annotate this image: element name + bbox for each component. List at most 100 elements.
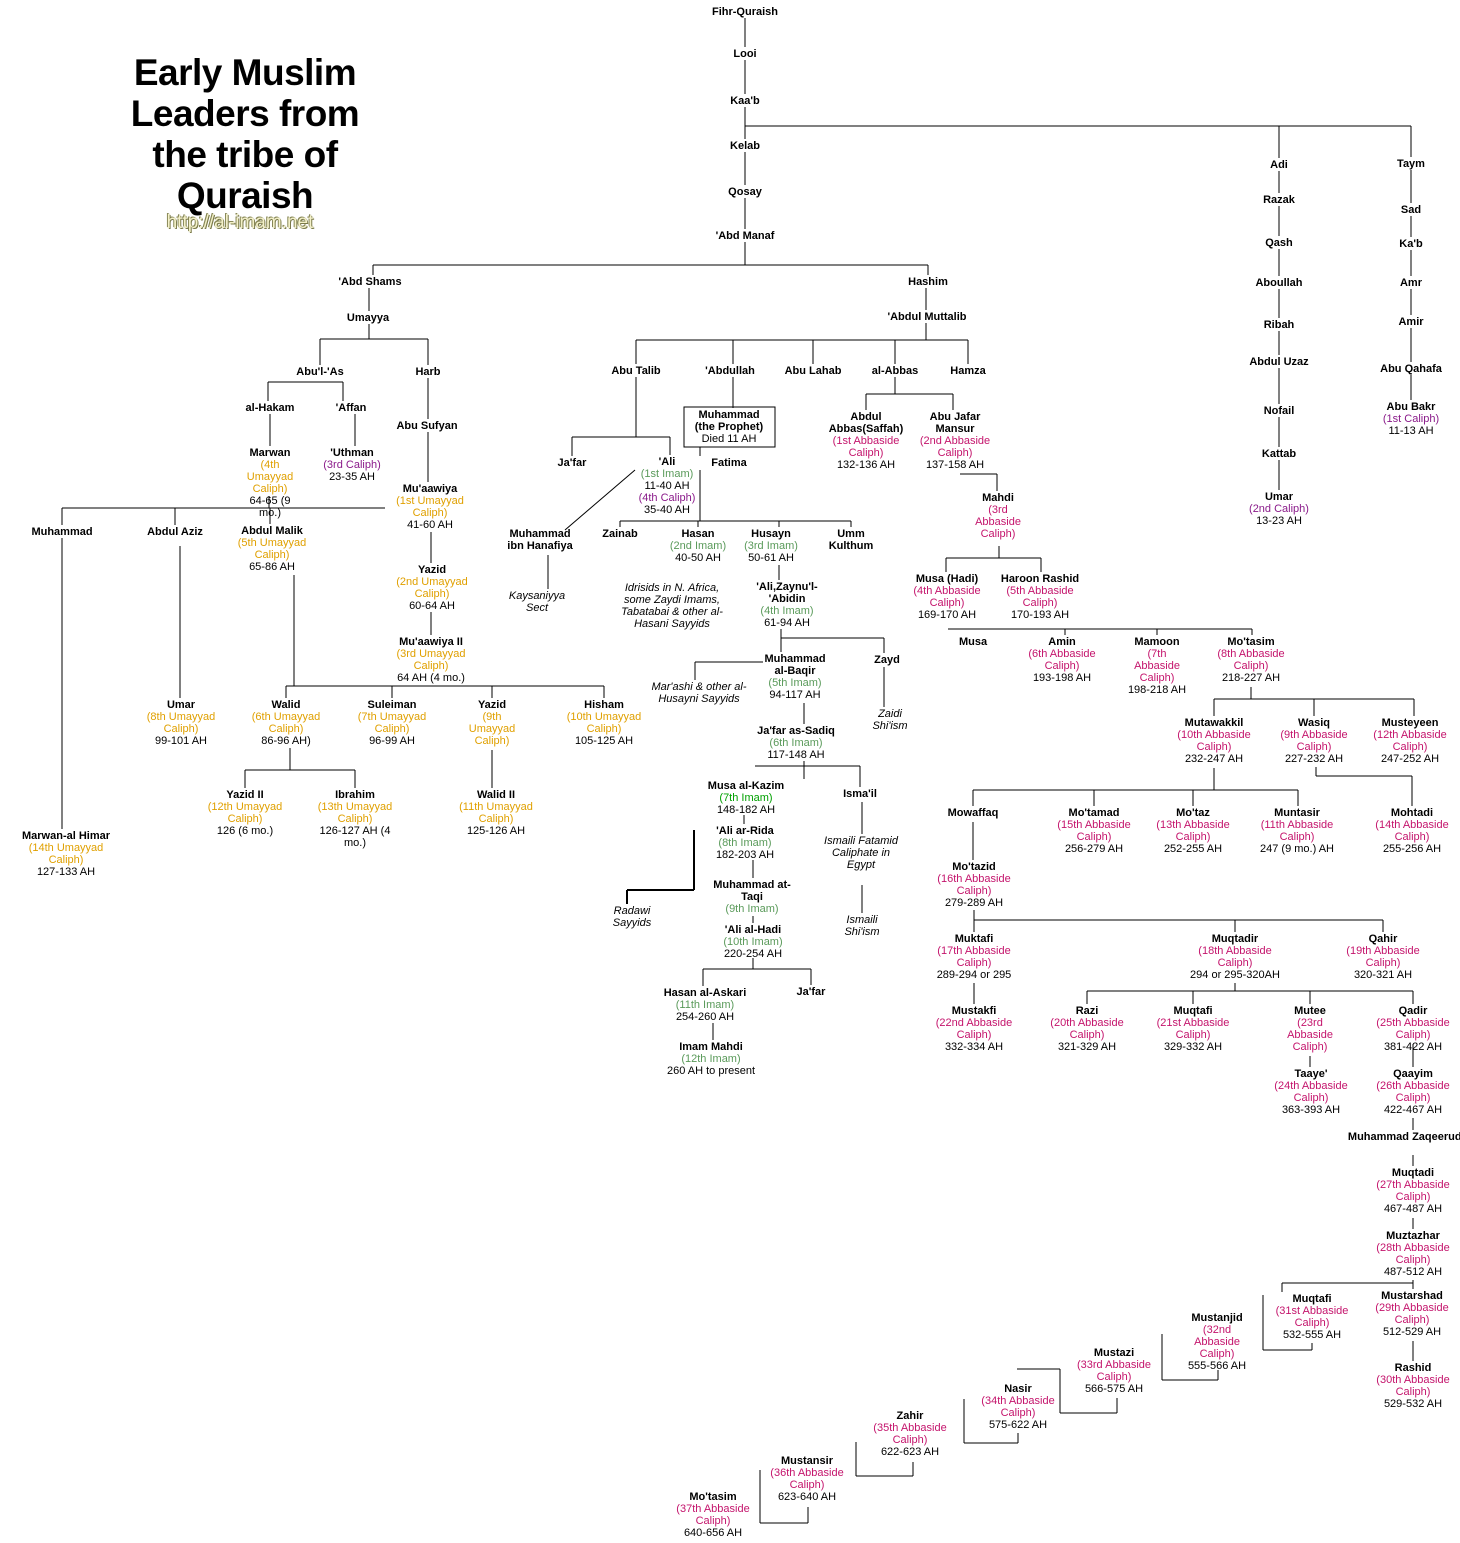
person-role: (18th Abbaside Caliph): [1198, 945, 1272, 969]
person-name: Haroon Rashid: [1000, 573, 1080, 585]
person-name: Zahir: [896, 1410, 924, 1422]
person-name: Abdul Abbas(Saffah): [828, 411, 904, 435]
person-haroon: Haroon Rashid (5th Abbaside Caliph) 170-19…: [995, 573, 1085, 621]
person-yazidII: Yazid II (12th Umayyad Caliph) 126 (6 mo.): [205, 789, 285, 837]
person-date: 35-40 AH: [644, 504, 690, 516]
person-alabbas: al-Abbas: [872, 365, 918, 377]
person-date: 198-218 AH: [1127, 684, 1187, 696]
person-qadir: Qadir (25th Abbaside Caliph) 381-422 AH: [1368, 1005, 1458, 1053]
person-name: Idrisids in N. Africa, some Zaydi Imams,…: [621, 582, 723, 630]
person-abubakr: Abu Bakr (1st Caliph) 11-13 AH: [1381, 401, 1441, 437]
person-role: (1st Umayyad Caliph): [396, 495, 464, 519]
person-marashi: Mar'ashi & other al-Husayni Sayyids: [644, 681, 754, 705]
person-mustazi: Mustazi (33rd Abbaside Caliph) 566-575 AH: [1069, 1347, 1159, 1395]
person-name: Muktafi: [954, 933, 994, 945]
person-role: (29th Abbaside Caliph): [1375, 1302, 1449, 1326]
person-mustarshad: Mustarshad (29th Abbaside Caliph) 512-529 …: [1367, 1290, 1457, 1338]
connector-line: [564, 469, 636, 531]
person-yazid1: Yazid (2nd Umayyad Caliph) 60-64 AH: [392, 564, 472, 612]
person-muawiya2: Mu'aawiya II (3rd Umayyad Caliph) 64 AH (4…: [391, 636, 471, 684]
person-name: 'Ali al-Hadi: [724, 924, 782, 936]
person-name: Umayya: [346, 312, 390, 324]
person-role: (1st Abbaside Caliph): [832, 435, 900, 459]
person-qaayim: Qaayim (26th Abbaside Caliph) 422-467 AH: [1368, 1068, 1458, 1116]
person-name: Abu Qahafa: [1380, 363, 1442, 375]
person-role: (6th Umayyad Caliph): [251, 711, 321, 735]
person-name: Muqtadir: [1211, 933, 1259, 945]
person-name: Walid: [271, 699, 301, 711]
person-mustanjid: Mustanjid (32nd Abbaside Caliph) 555-566 A…: [1182, 1312, 1252, 1372]
person-name: Kelab: [730, 140, 760, 152]
person-role: (3rd Abbaside Caliph): [975, 504, 1021, 540]
person-date: 260 AH to present: [666, 1065, 756, 1077]
person-mutawakkil: Mutawakkil (10th Abbaside Caliph) 232-247 …: [1169, 717, 1259, 765]
person-name: Yazid II: [226, 789, 264, 801]
person-role: (11th Umayyad Caliph): [459, 801, 533, 825]
person-date: 622-623 AH: [880, 1446, 940, 1458]
person-name: Zainab: [602, 528, 638, 540]
person-date: 332-334 AH: [944, 1041, 1004, 1053]
person-role: (12th Umayyad Caliph): [207, 801, 283, 825]
person-name: Umar: [1264, 491, 1294, 503]
person-motamad: Mo'tamad (15th Abbaside Caliph) 256-279 AH: [1049, 807, 1139, 855]
person-muhammad_p: Muhammad (the Prophet) Died 11 AH: [687, 409, 771, 445]
person-muhammad_u: Muhammad: [31, 526, 92, 538]
person-baqir: Muhammad al-Baqir (5th Imam) 94-117 AH: [758, 653, 833, 701]
person-name: Qosay: [728, 186, 762, 198]
person-date: 294 or 295-320AH: [1190, 969, 1280, 981]
person-zaqeer: Muhammad Zaqeeruddin: [1348, 1131, 1460, 1143]
person-wasiq: Wasiq (9th Abbaside Caliph) 227-232 AH: [1269, 717, 1359, 765]
person-role: (2nd Imam): [669, 540, 727, 552]
person-kazim: Musa al-Kazim (7th Imam) 148-182 AH: [704, 780, 789, 816]
person-mamoon: Mamoon (7th Abbaside Caliph) 198-218 AH: [1127, 636, 1187, 696]
person-razak: Razak: [1263, 194, 1295, 206]
person-hanafiya: Muhammad ibn Hanafiya: [505, 528, 575, 552]
person-name: Ja'far: [796, 986, 826, 998]
person-role: (7th Umayyad Caliph): [357, 711, 427, 735]
person-name: Qahir: [1368, 933, 1398, 945]
person-role: (17th Abbaside Caliph): [937, 945, 1011, 969]
person-ribah: Ribah: [1264, 319, 1295, 331]
person-name: Umar: [166, 699, 196, 711]
person-ismaili: Ismaili Shi'ism: [832, 914, 892, 938]
person-date: 487-512 AH: [1383, 1266, 1443, 1278]
person-role: (9th Imam): [725, 903, 779, 915]
person-name: Mutawakkil: [1184, 717, 1244, 729]
person-name: Ibrahim: [335, 789, 375, 801]
person-role: (2nd Caliph): [1249, 503, 1309, 515]
person-role: (19th Abbaside Caliph): [1346, 945, 1420, 969]
person-name: Mohtadi: [1390, 807, 1434, 819]
person-name: 'Ali,Zaynu'l-'Abidin: [756, 581, 818, 605]
person-name: Qash: [1265, 237, 1293, 249]
person-name: Suleiman: [367, 699, 417, 711]
person-name: Marwan: [249, 447, 291, 459]
person-date: 11-40 AH: [644, 480, 690, 492]
person-name: Abu'l-'As: [296, 366, 344, 378]
person-umayya: Umayya: [347, 312, 389, 324]
person-name: Mo'tasim: [1227, 636, 1275, 648]
person-saffah: Abdul Abbas(Saffah) (1st Abbaside Caliph)…: [821, 411, 911, 471]
person-date: 182-203 AH: [715, 849, 775, 861]
person-name: Marwan-al Himar: [21, 830, 111, 842]
person-name: Nasir: [1004, 1383, 1032, 1395]
person-date: 218-227 AH: [1221, 672, 1281, 684]
person-role: (1st Caliph): [1382, 413, 1440, 425]
person-name: 'Ali ar-Rida: [716, 825, 774, 837]
person-mustansir: Mustansir (36th Abbaside Caliph) 623-640 A…: [762, 1455, 852, 1503]
person-role: (4th Abbaside Caliph): [913, 585, 981, 609]
person-ismail: Isma'il: [843, 788, 877, 800]
person-date: 321-329 AH: [1057, 1041, 1117, 1053]
person-muktafi: Muktafi (17th Abbaside Caliph) 289-294 or …: [929, 933, 1019, 981]
person-name: Taaye': [1294, 1068, 1328, 1080]
person-name: Hashim: [908, 276, 948, 288]
person-hamza: Hamza: [950, 365, 985, 377]
person-name: Qaayim: [1393, 1068, 1433, 1080]
person-role: (36th Abbaside Caliph): [770, 1467, 844, 1491]
person-role: (23rd Abbaside Caliph): [1287, 1017, 1333, 1053]
person-name: Muqtafi: [1292, 1293, 1332, 1305]
person-name: Hamza: [950, 365, 986, 377]
person-zainab: Zainab: [602, 528, 637, 540]
person-name: Taym: [1397, 158, 1425, 170]
person-date: 575-622 AH: [988, 1419, 1048, 1431]
person-date: 422-467 AH: [1383, 1104, 1443, 1116]
